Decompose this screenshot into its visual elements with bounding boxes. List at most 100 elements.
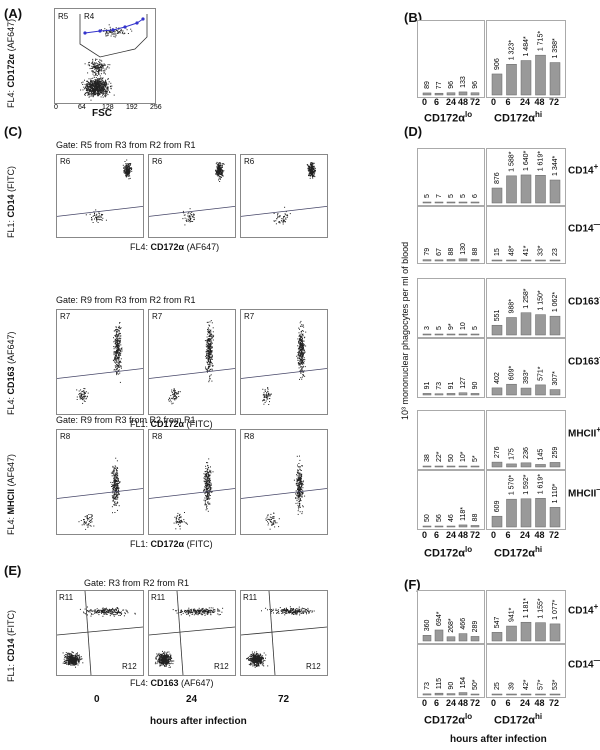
bar-value-label: 154 <box>460 677 467 689</box>
bar-value-label: 57* <box>538 679 545 690</box>
bar-value-label: 145 <box>538 449 545 461</box>
bar-D-CD14+-hi-72h <box>549 179 561 204</box>
panel-c-xlabel: FL1: CD172α (FITC) <box>130 419 213 429</box>
bar-B-lo-0h <box>422 92 432 96</box>
row-marker-label: CD163— <box>568 353 600 368</box>
bar-D-CD163--lo-48h <box>458 392 468 396</box>
bar-value-label: 130 <box>460 243 467 255</box>
bar-F-CD14--hi-48h <box>535 693 546 696</box>
gate-line <box>57 368 143 379</box>
region-label: R7 <box>244 312 255 321</box>
bar-D-CD14--hi-0h <box>491 259 503 262</box>
bar-value-label: 1 077* <box>552 599 559 620</box>
bar-D-CD163+-hi-72h <box>549 315 561 336</box>
gate-vertex <box>83 31 87 35</box>
panel-c-xlabel: FL1: CD172α (FITC) <box>130 539 213 549</box>
bar-value-label: 90 <box>472 382 479 390</box>
bar-value-label: 694* <box>436 611 443 626</box>
bar-value-label: 906 <box>494 58 501 70</box>
region-r4: R4 <box>84 12 95 21</box>
bar-value-label: 988* <box>509 299 516 314</box>
bar-panel-F-CD14+-lo: 360 694* 268* 466 289 <box>417 590 485 644</box>
bar-value-label: 10* <box>460 451 467 462</box>
bar-D-MHCII+-lo-6h <box>434 465 444 468</box>
x-category-label: 72 <box>470 530 481 540</box>
bar-value-label: 175 <box>509 448 516 460</box>
quadrant-line-horizontal <box>149 626 235 636</box>
group-label-hi: CD172αhi <box>494 712 543 727</box>
bar-value-label: 38 <box>424 454 431 462</box>
bar-value-label: 88 <box>448 248 455 256</box>
gate-vertex <box>98 29 102 33</box>
bar-panel-D-CD163--hi: 402 609* 393* 571* 307* <box>486 338 566 398</box>
x-category-label: 0 <box>422 97 428 107</box>
bar-B-lo-6h <box>434 92 444 96</box>
bar-value-label: 50* <box>472 679 479 690</box>
bar-value-label: 96 <box>448 81 455 89</box>
bar-value-label: 1 588* <box>509 151 516 172</box>
row-marker-label: CD14— <box>568 656 600 671</box>
bar-D-MHCII+-lo-72h <box>470 465 480 468</box>
group-label-lo: CD172αlo <box>424 110 473 125</box>
bar-value-label: 50 <box>424 514 431 522</box>
bar-value-label: 547 <box>494 617 501 629</box>
gate-line <box>57 488 143 499</box>
bar-value-label: 1 344* <box>552 155 559 176</box>
row-marker-label: CD14+ <box>568 602 599 617</box>
bar-B-lo-72h <box>470 92 480 96</box>
region-r11: R11 <box>59 593 74 602</box>
bar-value-label: 402 <box>494 372 501 384</box>
bar-value-label: 5 <box>460 194 467 198</box>
panel-e-time-label: hours after infection <box>150 716 247 727</box>
bar-panel-D-CD163+-lo: 3 5 9* 10 5 <box>417 278 485 338</box>
panel-label-a: (A) <box>4 6 23 21</box>
bar-D-CD163--lo-0h <box>422 393 432 396</box>
events <box>85 159 133 223</box>
x-category-label: 72 <box>470 698 481 708</box>
bar-value-label: 88 <box>472 248 479 256</box>
region-r11: R11 <box>151 593 166 602</box>
bar-D-CD14+-hi-6h <box>506 175 517 204</box>
bar-D-MHCII--lo-6h <box>434 525 444 528</box>
bar-F-CD14+-lo-0h <box>422 635 432 642</box>
bar-value-label: 10 <box>460 322 467 330</box>
flow-dot-plot <box>240 429 328 535</box>
bar-value-label: 9* <box>448 323 455 330</box>
x-category-label: 6 <box>434 530 440 540</box>
events <box>265 455 306 530</box>
bar-F-CD14+-lo-48h <box>458 633 468 642</box>
timepoint-label: 0 <box>94 694 100 705</box>
panel-a-density-plot <box>54 8 156 104</box>
bar-D-CD14--lo-48h <box>458 258 468 262</box>
bar-value-label: 91 <box>448 381 455 389</box>
x-category-label: 72 <box>549 530 560 540</box>
bar-value-label: 90 <box>448 682 455 690</box>
bar-value-label: 609* <box>509 366 516 381</box>
bar-D-CD14+-hi-0h <box>491 187 503 204</box>
flow-dot-plot <box>56 309 144 415</box>
x-category-label: 48 <box>534 530 545 540</box>
bar-value-label: 33* <box>538 245 545 256</box>
bar-F-CD14--lo-48h <box>458 692 468 696</box>
bar-value-label: 393* <box>523 369 530 384</box>
bar-D-MHCII--hi-0h <box>491 515 503 528</box>
bar-D-CD163--hi-72h <box>549 389 561 396</box>
gate-vertex <box>141 17 145 21</box>
bar-value-label: 73 <box>424 682 431 690</box>
bar-value-label: 551 <box>494 309 501 321</box>
panel-label-c: (C) <box>4 124 23 139</box>
bar-value-label: 5* <box>472 455 479 462</box>
bar-D-MHCII+-hi-24h <box>520 462 532 468</box>
x-category-label: 24 <box>446 698 457 708</box>
bar-value-label: 276 <box>494 446 501 458</box>
bar-panel-D-MHCII--hi: 609 1 570* 1 592* 1 619* 1 110* <box>486 470 566 530</box>
events <box>262 320 307 405</box>
bar-D-MHCII+-lo-48h <box>458 465 468 468</box>
bar-value-label: 73 <box>436 382 443 390</box>
bar-D-CD163--lo-72h <box>470 393 480 396</box>
bar-D-MHCII--hi-24h <box>520 498 532 528</box>
panel-c-ylabel: FL4: CD163 (AF647) <box>6 331 16 415</box>
bar-panel-F-CD14+-hi: 547 941* 1 181* 1 155* 1 077* <box>486 590 566 644</box>
bar-F-CD14+-hi-48h <box>535 622 546 642</box>
bar-value-label: 307* <box>552 371 559 386</box>
